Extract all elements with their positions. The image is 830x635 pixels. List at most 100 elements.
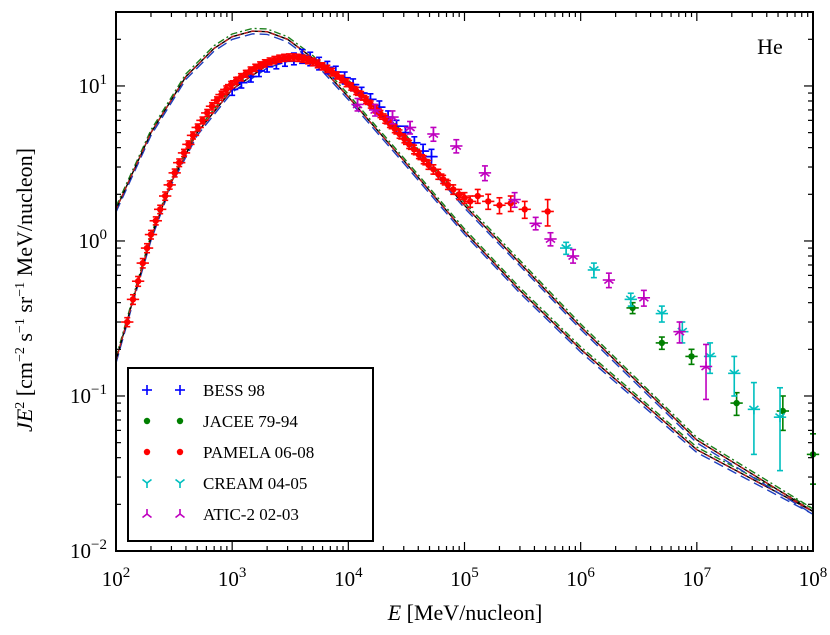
data-point [430, 166, 437, 173]
y-tick-labels: 10−2 10−1 100 101 [70, 72, 107, 563]
data-point [218, 91, 225, 98]
data-point [247, 67, 254, 74]
data-point [204, 109, 211, 117]
data-point [189, 132, 197, 139]
data-point [156, 206, 164, 213]
data-point [232, 77, 240, 84]
data-point [147, 231, 155, 238]
y-axis-part4: MeV/nucleon] [12, 148, 37, 282]
data-point [688, 353, 695, 360]
y-axis-part3: sr [12, 296, 37, 318]
data-point [367, 101, 374, 108]
plot-frame [115, 11, 814, 552]
data-point [405, 141, 413, 148]
data-point [428, 128, 439, 139]
data-point [588, 265, 599, 275]
y-axis-sup: 2 [13, 402, 28, 409]
data-point [176, 159, 183, 166]
data-point [455, 191, 463, 198]
data-series [121, 48, 820, 485]
data-point [328, 68, 336, 76]
series-CREAM 04-05 [559, 241, 787, 472]
data-point [333, 72, 341, 79]
data-point [420, 156, 427, 163]
y-axis-part2: s [12, 333, 37, 347]
data-point [485, 198, 492, 205]
x-axis-unit: [MeV/nucleon] [401, 600, 542, 625]
data-point [161, 192, 169, 200]
x-tick-label: 106 [566, 565, 595, 591]
data-point [401, 135, 408, 143]
data-point [348, 83, 355, 90]
legend-marker [143, 417, 151, 425]
data-point [410, 146, 418, 153]
data-point [194, 124, 201, 131]
x-tick-label: 107 [683, 565, 712, 591]
lower-model-curve [115, 58, 814, 512]
data-point [451, 140, 462, 151]
data-point [314, 60, 321, 67]
legend-marker [175, 509, 185, 519]
upper-model-curve [115, 27, 814, 510]
data-point [391, 125, 398, 132]
data-point [324, 65, 331, 73]
y-axis-label: JE2 [cm−2 s−1 sr−1 MeV/nucleon] [12, 148, 37, 432]
data-point [425, 161, 432, 169]
y-axis-symbol: JE [12, 408, 37, 432]
data-point [370, 104, 381, 115]
data-point [729, 369, 740, 379]
data-point [701, 361, 712, 371]
legend-label: JACEE 79-94 [203, 412, 298, 431]
data-point [638, 292, 649, 302]
x-tick-label: 105 [450, 565, 479, 591]
y-axis-part1: [cm [12, 362, 37, 402]
y-axis-sup2: −2 [13, 347, 28, 362]
legend-marker [142, 509, 152, 519]
data-point [415, 151, 423, 158]
x-tick-label: 103 [218, 565, 247, 591]
data-point [748, 405, 759, 415]
data-point [396, 130, 403, 138]
data-point [656, 309, 667, 319]
data-point [343, 79, 350, 86]
upper-model-curve [115, 30, 814, 513]
data-point [496, 202, 503, 209]
legend-label: PAMELA 06-08 [203, 443, 314, 462]
legend-marker [176, 448, 184, 456]
data-point [435, 170, 442, 178]
data-point [199, 117, 206, 124]
data-point [208, 103, 216, 110]
data-point [352, 99, 363, 109]
data-point [242, 70, 249, 77]
data-point [185, 141, 192, 148]
legend-box [127, 367, 374, 542]
data-point [129, 296, 137, 303]
data-point [461, 194, 468, 201]
y-tick-label: 10−2 [70, 537, 107, 563]
data-point [568, 250, 579, 261]
x-tick-label: 102 [102, 565, 131, 591]
data-point [166, 181, 173, 189]
legend-marker [175, 385, 185, 395]
legend-marker [176, 417, 184, 425]
upper-model-curve [115, 33, 814, 515]
panel-label: He [757, 34, 783, 59]
x-axis-label: E [MeV/nucleon] [387, 600, 543, 625]
data-point [775, 413, 786, 423]
data-point [362, 96, 370, 104]
x-tick-labels: 102 103 104 105 106 107 108 [102, 565, 828, 591]
data-point [338, 75, 345, 83]
data-point [479, 167, 490, 178]
legend-label: BESS 98 [203, 381, 265, 400]
y-tick-label: 100 [79, 227, 108, 253]
data-point [444, 181, 452, 189]
data-point [521, 206, 528, 213]
legend-marker [175, 478, 185, 488]
data-point [143, 244, 151, 252]
data-point [467, 198, 474, 205]
legend-marker [142, 478, 152, 488]
data-point [530, 218, 541, 228]
x-tick-label: 104 [334, 565, 363, 591]
series-ATIC-2 02-03 [351, 97, 713, 401]
legend-marker [143, 448, 151, 456]
